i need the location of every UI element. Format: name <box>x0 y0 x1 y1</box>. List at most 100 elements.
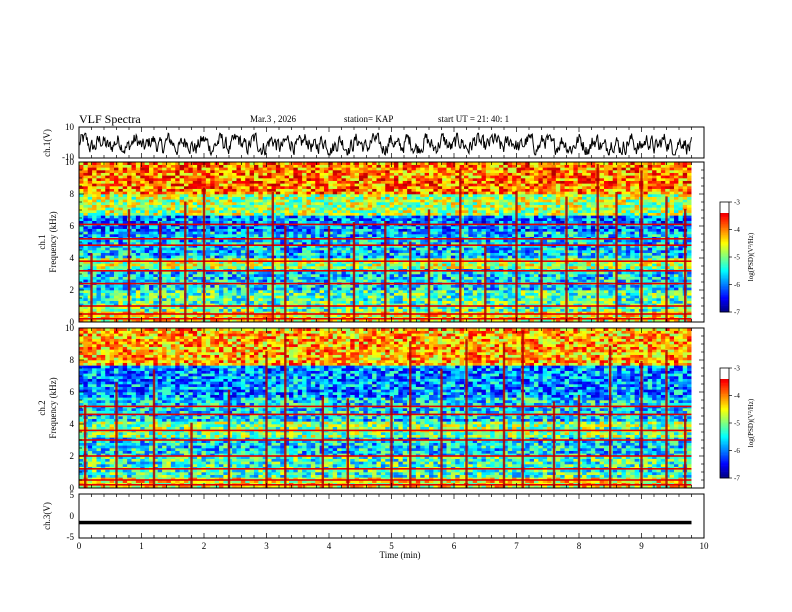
spectrogram-cell <box>402 239 408 243</box>
spectrogram-cell <box>267 300 272 304</box>
spectrogram-cell <box>157 167 163 171</box>
spectrogram-cell <box>205 186 211 189</box>
spectrogram-cell <box>83 194 89 197</box>
spectrogram-cell <box>254 271 259 275</box>
spectrogram-cell <box>328 162 334 165</box>
spectrogram-cell <box>240 228 246 232</box>
spectrogram-cell <box>367 303 373 307</box>
spectrogram-cell <box>210 306 215 309</box>
spectrogram-cell <box>105 210 110 213</box>
spectrogram-cell <box>354 175 360 179</box>
spectrogram-cell <box>197 276 202 280</box>
spectrogram-cell <box>179 218 185 221</box>
spectrogram-cell <box>411 292 417 296</box>
spectrogram-cell <box>389 212 395 216</box>
spectrogram-cell <box>179 271 185 275</box>
spectrogram-cell <box>280 218 285 221</box>
spectrogram-cell <box>315 239 320 243</box>
spectrogram-cell <box>367 276 373 280</box>
spectrogram-cell <box>245 218 250 221</box>
spectrogram-cell <box>140 306 145 309</box>
spectrogram-cell <box>302 308 307 312</box>
spectrogram-cell <box>219 175 224 179</box>
spectrogram-cell <box>389 284 395 288</box>
spectrogram-cell <box>328 290 334 293</box>
spectrogram-cell <box>271 167 277 171</box>
spectrogram-cell <box>214 308 220 312</box>
spectrogram-cell <box>289 247 294 251</box>
spectrogram-cell <box>332 260 338 264</box>
spectrogram-cell <box>197 258 202 261</box>
spectrogram-cell <box>324 202 329 205</box>
spectrogram-cell <box>162 172 167 176</box>
spectrogram-cell <box>162 295 167 299</box>
spectrogram-cell <box>105 172 110 176</box>
spectrogram-cell <box>319 311 325 315</box>
spectrogram-cell <box>205 287 211 291</box>
spectrogram-cell <box>380 178 386 181</box>
spectrogram-cell <box>205 212 211 216</box>
spectrogram-cell <box>205 303 211 307</box>
spectrogram-cell <box>324 319 329 323</box>
spectrogram-cell <box>345 228 351 232</box>
spectrogram-cell <box>162 215 167 219</box>
spectrogram-cell <box>188 186 194 189</box>
spectrogram-cell <box>210 202 215 205</box>
spectrogram-cell <box>140 212 145 216</box>
spectrogram-cell <box>79 196 84 200</box>
spectrogram-cell <box>262 175 268 179</box>
spectrogram-cell <box>79 210 84 213</box>
spectrogram-cell <box>284 239 290 243</box>
spectrogram-cell <box>166 215 172 219</box>
spectrogram-cell <box>297 202 303 205</box>
spectrogram-cell <box>345 210 351 213</box>
spectrogram-cell <box>236 226 242 229</box>
spectrogram-cell <box>170 210 176 213</box>
spectrogram-cell <box>306 220 312 224</box>
spectrogram-cell <box>367 306 373 309</box>
spectrogram-cell <box>83 274 89 277</box>
spectrogram-cell <box>227 220 233 224</box>
spectrogram-cell <box>149 263 154 267</box>
spectrogram-cell <box>240 247 246 251</box>
spectrogram-cell <box>149 300 154 304</box>
spectrogram-cell <box>188 194 194 197</box>
spectrogram-cell <box>315 255 320 259</box>
spectrogram-cell <box>293 162 299 165</box>
spectrogram-cell <box>140 178 145 181</box>
spectrogram-cell <box>328 194 334 197</box>
spectrogram-cell <box>87 186 93 189</box>
spectrogram-cell <box>236 188 242 192</box>
spectrogram-cell <box>359 274 364 277</box>
spectrogram-cell <box>109 260 115 264</box>
spectrogram-cell <box>332 234 338 237</box>
spectrogram-cell <box>140 308 145 312</box>
spectrogram-cell <box>372 314 377 317</box>
spectrogram-cell <box>376 210 382 213</box>
spectrogram-cell <box>267 170 272 173</box>
spectrogram-cell <box>92 226 97 229</box>
spectrogram-cell <box>135 207 141 211</box>
spectrogram-cell <box>332 220 338 224</box>
spectrogram-cell <box>354 252 360 256</box>
spectrogram-cell <box>398 239 404 243</box>
spectrogram-cell <box>271 172 277 176</box>
spectrogram-cell <box>420 271 425 275</box>
spectrogram-cell <box>109 274 115 277</box>
spectrogram-cell <box>179 212 185 216</box>
spectrogram-cell <box>83 188 89 192</box>
spectrogram-cell <box>337 250 342 253</box>
spectrogram-cell <box>109 210 115 213</box>
spectrogram-cell <box>232 263 237 267</box>
spectrogram-cell <box>188 175 194 179</box>
spectrogram-cell <box>310 164 316 168</box>
spectrogram-cell <box>367 290 373 293</box>
spectrogram-cell <box>179 207 185 211</box>
spectrogram-cell <box>280 295 285 299</box>
spectrogram-cell <box>249 170 255 173</box>
spectrogram-cell <box>83 271 89 275</box>
spectrogram-cell <box>175 234 180 237</box>
spectrogram-cell <box>380 162 386 165</box>
spectrogram-cell <box>341 231 347 235</box>
